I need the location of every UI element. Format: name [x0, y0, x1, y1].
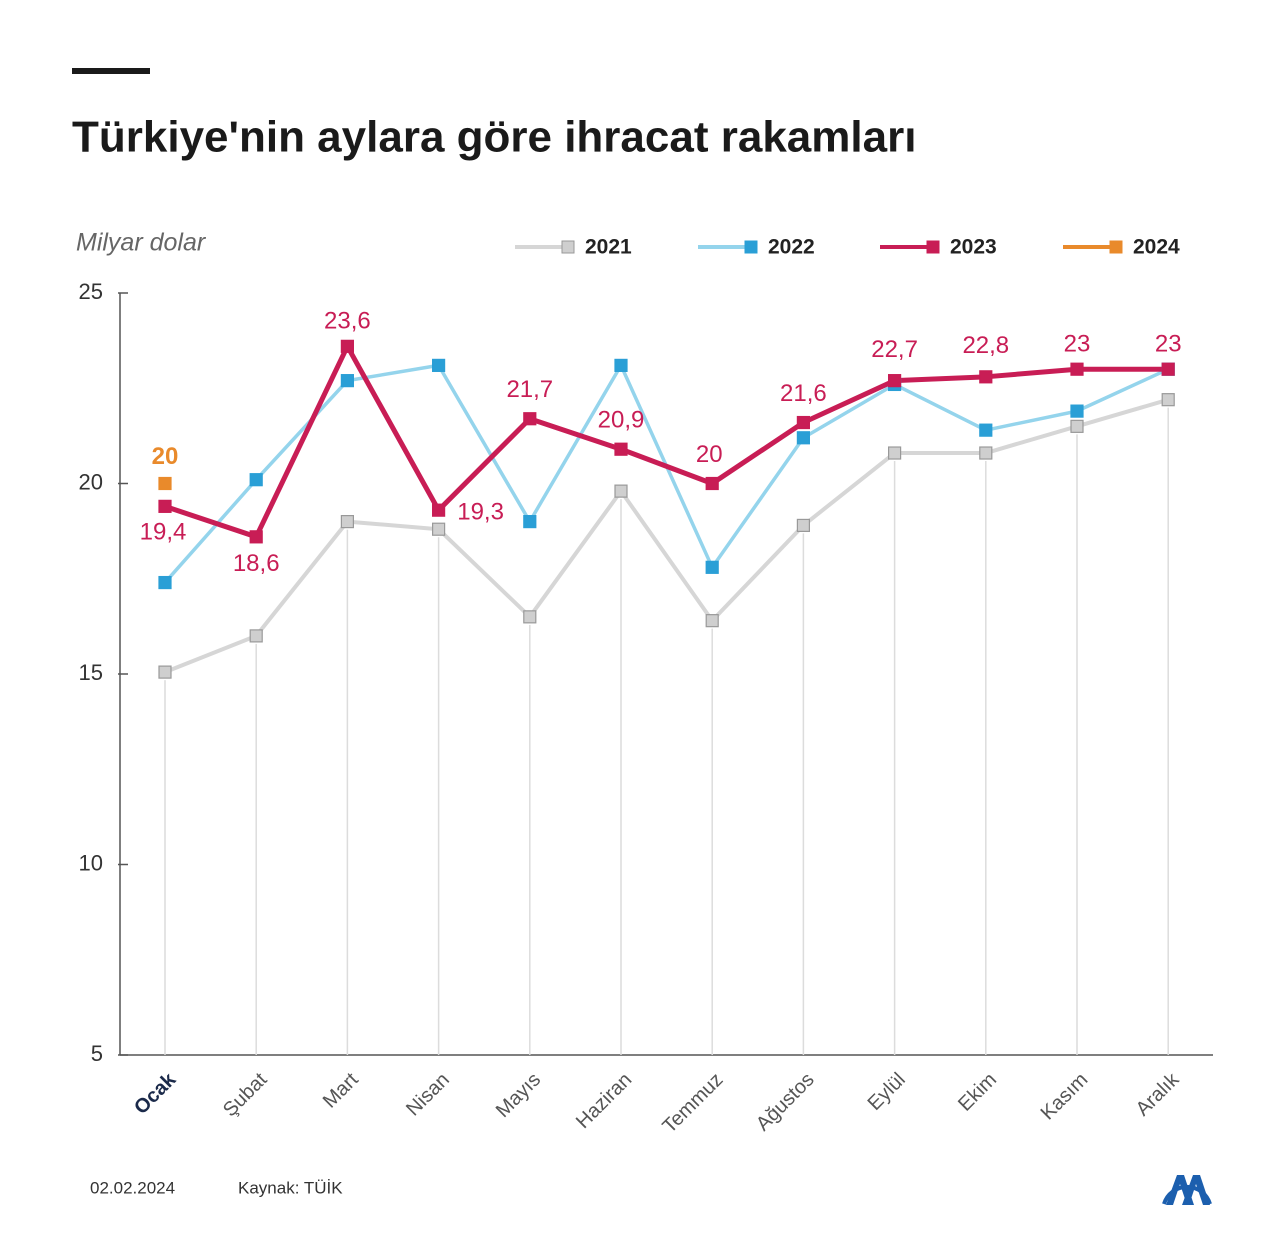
marker [705, 614, 719, 628]
marker [796, 518, 811, 533]
marker [1070, 404, 1084, 418]
marker [249, 530, 263, 544]
marker [887, 446, 902, 460]
marker [887, 374, 902, 388]
data-label: 19,3 [457, 499, 504, 526]
marker [1161, 362, 1175, 376]
marker [705, 476, 719, 491]
marker [705, 560, 719, 574]
marker [523, 412, 537, 426]
footer-source: Kaynak: TÜİK [238, 1178, 343, 1197]
y-tick-label: 15 [79, 660, 103, 685]
legend-item: 2022 [698, 236, 815, 259]
marker [158, 499, 172, 513]
chart-title: Türkiye'nin aylara göre ihracat rakamlar… [72, 113, 916, 162]
data-label: 22,7 [871, 336, 918, 363]
title-bar [72, 68, 150, 74]
marker [979, 446, 993, 460]
data-label: 20,9 [598, 407, 645, 434]
marker [796, 431, 811, 445]
data-label: 19,4 [140, 519, 187, 546]
y-tick-label: 20 [79, 469, 103, 494]
legend-label: 2023 [950, 236, 997, 259]
marker [614, 442, 628, 456]
marker [158, 665, 172, 679]
legend-marker [926, 240, 940, 254]
series-line [164, 397, 1169, 674]
legend-label: 2021 [585, 236, 632, 259]
data-label: 23 [1064, 331, 1091, 358]
y-tick-label: 10 [79, 850, 103, 875]
marker [432, 522, 446, 536]
marker [432, 503, 446, 517]
legend-item: 2023 [880, 236, 997, 259]
marker [158, 575, 172, 590]
y-tick-label: 5 [91, 1041, 103, 1066]
marker [1070, 362, 1084, 376]
data-label: 23 [1155, 331, 1182, 358]
legend-marker [744, 240, 758, 254]
legend-item: 2024 [1063, 236, 1180, 259]
legend-label: 2022 [768, 236, 815, 259]
marker [614, 358, 628, 372]
marker [614, 484, 628, 498]
legend-marker [561, 240, 575, 254]
marker [979, 423, 993, 437]
data-label: 20 [152, 443, 179, 470]
marker [523, 514, 537, 529]
marker [1070, 419, 1084, 433]
marker [796, 415, 811, 430]
legend-label: 2024 [1133, 236, 1180, 259]
marker [340, 374, 354, 388]
marker [249, 473, 263, 487]
marker [432, 358, 446, 372]
data-label: 20 [696, 441, 723, 468]
marker [340, 514, 354, 529]
legend-marker [1109, 240, 1123, 254]
marker [158, 476, 172, 491]
data-label: 23,6 [324, 308, 371, 335]
legend-item: 2021 [515, 236, 632, 259]
logo [1162, 1175, 1212, 1205]
marker [340, 339, 354, 353]
marker [1161, 393, 1175, 407]
marker [249, 629, 263, 643]
logo-letter [1182, 1175, 1210, 1205]
y-axis-label: Milyar dolar [76, 229, 207, 257]
footer-date: 02.02.2024 [90, 1178, 175, 1197]
y-tick-label: 25 [79, 279, 103, 304]
data-label: 22,8 [962, 332, 1009, 359]
data-label: 21,6 [780, 380, 827, 407]
data-label: 18,6 [233, 550, 280, 577]
series-line [164, 343, 1169, 540]
data-label: 21,7 [506, 376, 553, 403]
marker [523, 610, 537, 624]
marker [979, 370, 993, 384]
